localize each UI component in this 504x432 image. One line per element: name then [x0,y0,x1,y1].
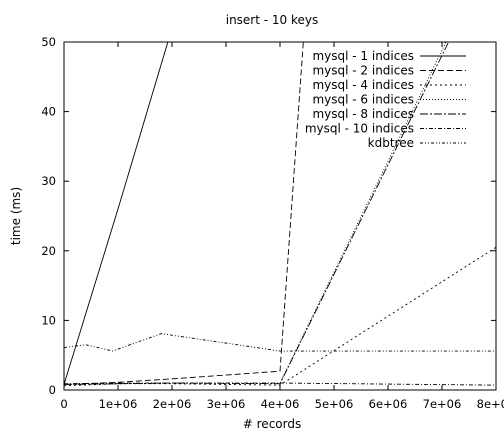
y-tick-label: 20 [41,244,56,258]
legend-label: kdbtree [368,136,414,150]
legend-label: mysql - 1 indices [312,49,414,63]
legend-label: mysql - 4 indices [312,78,414,92]
series-line [64,247,496,386]
x-tick-label: 0 [60,397,67,411]
legend-label: mysql - 8 indices [312,107,414,121]
x-tick-label: 2e+06 [153,397,192,411]
x-tick-label: 4e+06 [261,397,300,411]
series-layer [64,28,496,386]
y-axis-label: time (ms) [9,187,23,245]
x-axis-label: # records [243,417,301,431]
y-tick-label: 30 [41,174,56,188]
series-line [64,28,304,384]
ticks: 0 1e+06 2e+06 3e+06 4e+06 5e+06 6e+06 7e+06 8e+ 0… [41,35,504,411]
x-tick-label: 7e+06 [423,397,462,411]
x-tick-label: 8e+06 [477,397,504,411]
series-line [64,334,496,351]
x-tick-label: 3e+06 [207,397,246,411]
x-tick-label: 5e+06 [315,397,354,411]
x-tick-label: 6e+06 [369,397,408,411]
x-tick-label: 1e+06 [99,397,138,411]
series-line [64,28,172,384]
legend-label: mysql - 6 indices [312,93,414,107]
y-tick-label: 50 [41,35,56,49]
legend-label: mysql - 2 indices [312,64,414,78]
y-tick-label: 10 [41,313,56,327]
legend-label: mysql - 10 indices [305,122,414,136]
y-tick-label: 0 [49,383,56,397]
plot-frame [64,42,496,390]
y-tick-label: 40 [41,105,56,119]
chart-title: insert - 10 keys [226,13,319,27]
